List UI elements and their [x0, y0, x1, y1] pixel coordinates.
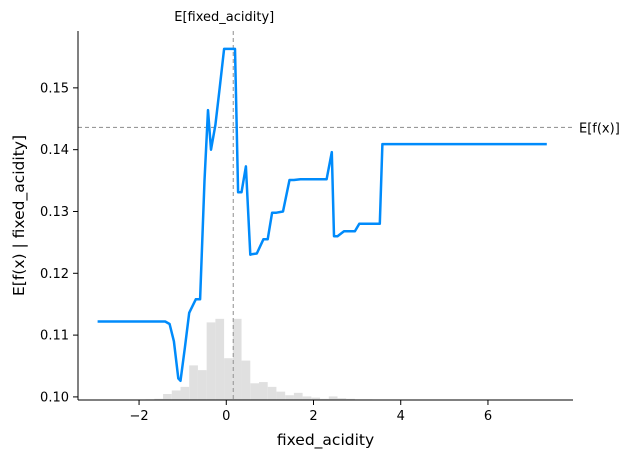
histogram-bar	[224, 358, 233, 400]
reference-lines	[78, 31, 573, 400]
y-tick-label: 0.13	[40, 205, 69, 220]
partial-dependence-line	[97, 47, 547, 383]
histogram-bar	[215, 318, 225, 400]
histogram-bar	[258, 382, 268, 400]
y-tick-label: 0.10	[40, 390, 69, 405]
histogram-bar	[276, 391, 286, 400]
histogram-bar	[180, 386, 190, 400]
x-axis-label: fixed_acidity	[277, 431, 374, 450]
x-tick-label: −2	[129, 409, 148, 424]
histogram-bar	[337, 398, 347, 400]
histogram-bar	[232, 318, 242, 400]
histogram-bar	[197, 370, 207, 400]
axes	[77, 31, 573, 401]
histogram-bar	[189, 365, 198, 400]
x-tick-label: 0	[222, 409, 230, 424]
histogram-bar	[154, 398, 164, 400]
y-tick-label: 0.14	[40, 143, 69, 158]
histogram-bar	[267, 386, 277, 400]
y-axis-ticks: 0.10 0.11 0.12 0.13 0.14 0.15	[40, 81, 78, 405]
x-tick-label: 4	[397, 409, 405, 424]
histogram-bar	[285, 395, 294, 400]
histogram-bar	[302, 396, 312, 400]
histogram-bar	[320, 398, 329, 400]
histogram-bar	[250, 383, 259, 400]
y-axis-label: E[f(x) | fixed_acidity]	[10, 135, 29, 296]
y-tick-label: 0.15	[40, 81, 69, 96]
histogram-bar	[171, 390, 181, 400]
expected-feature-value-label: E[fixed_acidity]	[174, 10, 274, 25]
x-tick-label: 2	[309, 409, 317, 424]
histogram-bar	[346, 398, 355, 400]
y-tick-label: 0.12	[40, 267, 69, 282]
histogram-bar	[311, 397, 321, 400]
expected-model-output-label: E[f(x)]	[579, 121, 620, 136]
histogram-bar	[328, 396, 338, 400]
feature-histogram	[145, 318, 373, 400]
histogram-bar	[241, 360, 251, 400]
histogram-bar	[206, 322, 216, 400]
x-axis-ticks: −2 0 2 4 6	[129, 400, 492, 424]
x-tick-label: 6	[484, 409, 492, 424]
histogram-bar	[163, 394, 172, 400]
y-tick-label: 0.11	[40, 329, 69, 344]
histogram-bar	[293, 392, 303, 400]
